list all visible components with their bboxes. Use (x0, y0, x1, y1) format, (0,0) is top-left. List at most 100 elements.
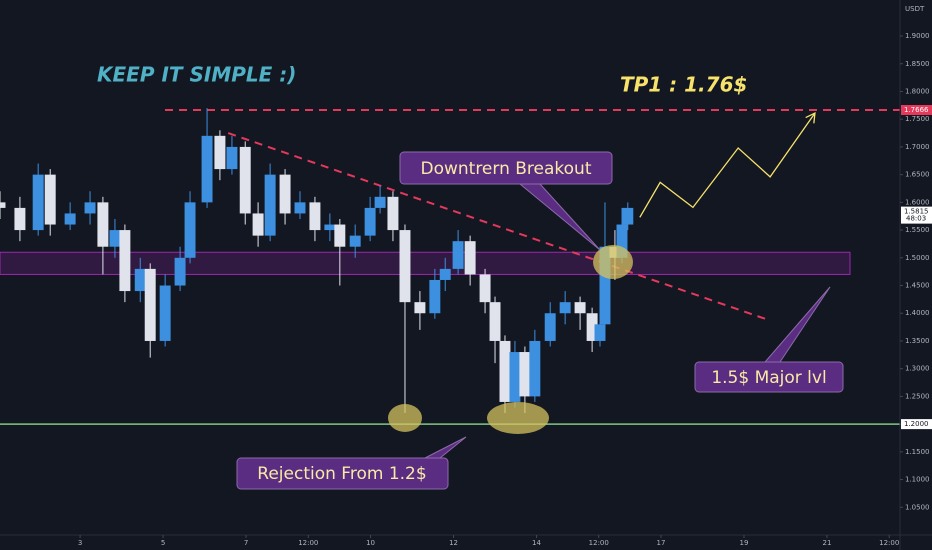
zone (0, 251, 851, 275)
candle-body (239, 146, 251, 214)
x-tick-label: 12 (449, 539, 458, 547)
candle-body (349, 235, 361, 247)
candle-body (159, 285, 171, 341)
x-tick-label: 3 (78, 539, 82, 547)
candle-body (599, 246, 611, 325)
y-tick-label: 1.1000 (905, 476, 930, 484)
candle-body (84, 202, 96, 214)
level-tag (901, 419, 932, 430)
price-tag (901, 206, 932, 224)
x-tick-label: 21 (823, 539, 832, 547)
trendline (227, 132, 766, 320)
candle-body (324, 224, 336, 231)
x-tick-label: 12:00 (298, 539, 318, 547)
level-label: 1.2000 (904, 420, 929, 428)
y-tick-label: 1.5500 (905, 226, 930, 234)
x-tick-label: 12:00 (589, 539, 609, 547)
candle-body (201, 135, 213, 203)
y-tick-label: 1.1500 (905, 448, 930, 456)
candle-body (452, 241, 464, 269)
candle-body (399, 230, 411, 303)
candle-body (544, 313, 556, 341)
candle-body (109, 230, 121, 247)
candle-body (226, 146, 238, 170)
countdown: 48:03 (906, 215, 926, 223)
y-tick-label: 1.6000 (905, 198, 930, 206)
annotation: Downtrern Breakout (420, 159, 591, 179)
level-tag (901, 104, 932, 115)
candle-body (279, 174, 291, 214)
candle-body (529, 340, 541, 397)
y-tick-label: 1.6500 (905, 171, 930, 179)
callout-box (236, 457, 449, 490)
candle-body (489, 302, 501, 341)
candle-body (214, 135, 226, 170)
x-tick-label: 10 (366, 539, 375, 547)
y-tick-label: 1.0500 (905, 503, 930, 511)
candle-body (134, 268, 146, 292)
y-tick-label: 1.4500 (905, 282, 930, 290)
y-tick-label: 1.4000 (905, 309, 930, 317)
candle-body (559, 302, 571, 314)
arrow-head (805, 112, 816, 124)
candle-body (309, 202, 321, 231)
candle-body (439, 268, 451, 280)
projection (639, 112, 816, 218)
candle-body (387, 196, 399, 231)
callout-box (694, 361, 844, 393)
x-tick-label: 5 (161, 539, 165, 547)
annotation: 1.5$ Major lvl (711, 368, 826, 388)
candle-body (119, 230, 131, 292)
y-tick-label: 1.7000 (905, 143, 930, 151)
callout-box (399, 151, 613, 185)
x-tick-label: 7 (244, 539, 248, 547)
candle-body (64, 213, 76, 225)
candle-body (334, 224, 346, 247)
axes: 1.0500 1.1000 1.1500 1.2000 1.2500 1.3000 1.35… (78, 32, 932, 547)
y-tick-label: 1.8500 (905, 60, 930, 68)
candle-body (252, 213, 264, 236)
drawings-under (0, 108, 900, 425)
candle-body (144, 268, 156, 341)
highlight (593, 245, 633, 279)
candle-body (374, 196, 386, 208)
candle-body (14, 207, 26, 231)
candle-body (0, 202, 6, 208)
candle-body (364, 207, 376, 236)
y-tick-label: 1.7500 (905, 115, 930, 123)
candle-body (594, 324, 606, 341)
candle-body (509, 352, 521, 402)
y-tick-label: 1.9000 (905, 32, 930, 40)
x-tick-label: 17 (657, 539, 666, 547)
candle-body (174, 257, 186, 286)
drawings-over: Downtrern Breakout 1.5$ Major lvl Reject… (97, 63, 844, 490)
candle-body (184, 202, 196, 258)
target-label: TP1 : 1.76$ (620, 73, 747, 97)
candle-body (616, 224, 628, 258)
candle-body (586, 313, 598, 341)
candle-body (97, 202, 109, 247)
candle-body (479, 274, 491, 303)
candle-body (414, 302, 426, 314)
level-label: 1.7666 (904, 106, 929, 114)
candle-body (429, 279, 441, 314)
highlight (487, 402, 549, 434)
candle-body (32, 174, 44, 231)
y-tick-label: 1.2500 (905, 392, 930, 400)
quote-currency: USDT (905, 5, 925, 13)
candle-body (264, 174, 276, 236)
candle-body (499, 340, 511, 402)
y-tick-label: 1.8000 (905, 87, 930, 95)
x-tick-label: 12:00 (879, 539, 899, 547)
y-tick-label: 1.5000 (905, 254, 930, 262)
last-price: 1.5815 (904, 208, 929, 216)
candle-body (464, 241, 476, 275)
x-tick-label: 14 (532, 539, 541, 547)
y-tick-label: 1.3000 (905, 365, 930, 373)
candle-body (519, 352, 531, 397)
candle-body (294, 202, 306, 214)
candle-body (622, 207, 634, 225)
x-tick-label: 19 (740, 539, 749, 547)
candle-body (44, 174, 56, 225)
